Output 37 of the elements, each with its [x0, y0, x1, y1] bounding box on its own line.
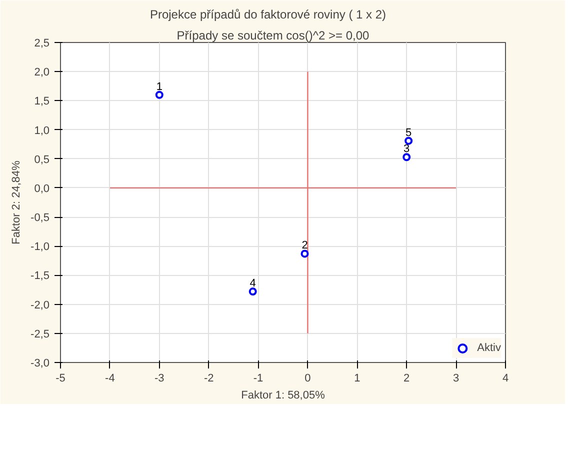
x-tick-label: -5	[56, 372, 66, 384]
y-tick-label: -2,5	[30, 328, 50, 340]
y-tick-label: 1,0	[34, 124, 50, 137]
annotation: 3	[404, 143, 410, 156]
annotation: 4	[250, 278, 256, 290]
x-tick-label: 0	[304, 372, 311, 384]
y-axis-title: Faktor 2: 24,84%	[10, 160, 23, 244]
x-tick-label: -2	[204, 372, 214, 384]
point	[404, 136, 413, 145]
y-tick-label: 1,5	[34, 96, 50, 108]
y-tick-label: -1,5	[30, 270, 50, 282]
x-axis-title: Faktor 1: 58,05%	[241, 390, 326, 402]
chart-title: Projekce případů do faktorové roviny ( 1 x 2)	[150, 8, 386, 22]
chart-subtitle: Případy se součtem cos()^2 >= 0,00	[176, 28, 370, 42]
y-tick-label: -2,0	[30, 299, 50, 312]
annotation: 1	[156, 80, 162, 93]
x-tick-label: 1	[354, 372, 360, 384]
y-tick-label: -0,5	[30, 212, 50, 224]
legend-label: Aktiv	[477, 342, 501, 354]
point	[155, 90, 164, 99]
y-tick-label: 2,5	[34, 38, 50, 50]
y-tick-label: -3,0	[30, 358, 50, 370]
point	[402, 153, 411, 162]
x-tick-label: 2	[404, 372, 410, 384]
y-tick-label: 2,0	[34, 66, 50, 79]
x-tick-label: -4	[105, 372, 115, 384]
y-tick-label: 0,0	[34, 182, 50, 195]
annotation: 2	[302, 240, 308, 252]
x-tick-label: -1	[253, 372, 264, 384]
x-tick-label: -3	[154, 372, 164, 384]
annotation: 5	[406, 126, 412, 139]
point	[300, 250, 309, 258]
y-tick-label: -1,0	[30, 241, 50, 254]
point	[248, 288, 257, 296]
x-tick-label: 4	[502, 372, 509, 384]
x-tick-label: 3	[452, 372, 460, 384]
y-tick-label: 0,5	[34, 154, 50, 166]
